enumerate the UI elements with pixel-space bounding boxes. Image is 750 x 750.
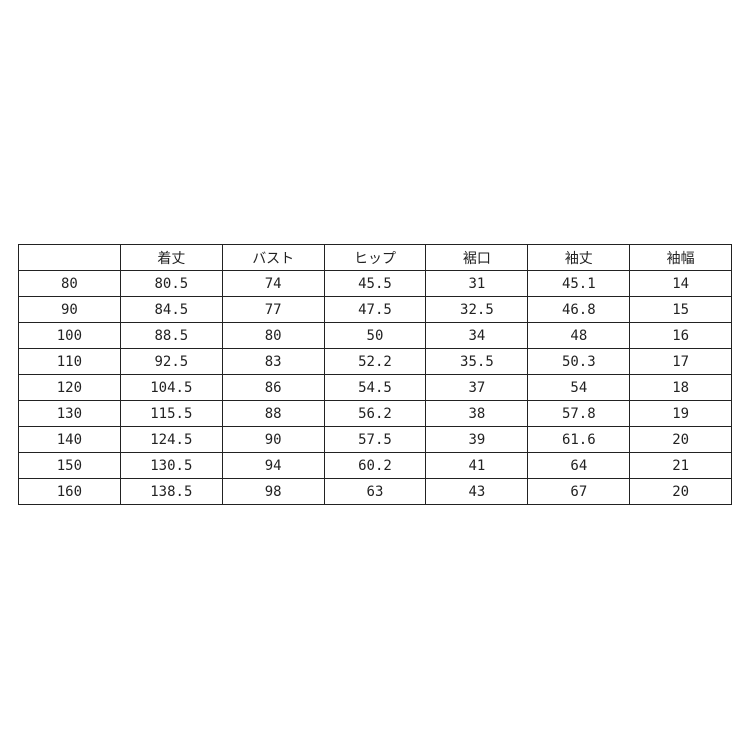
table-cell: 37 (425, 374, 529, 401)
table-cell: 45.5 (323, 270, 427, 297)
table-row: 130 115.5 88 56.2 38 57.8 19 (18, 400, 732, 427)
table-cell: 46.8 (527, 296, 631, 323)
table-cell: 14 (629, 270, 732, 297)
table-row: 80 80.5 74 45.5 31 45.1 14 (18, 270, 732, 297)
table-cell: 83 (221, 348, 325, 375)
table-cell: 74 (221, 270, 325, 297)
table-row: 140 124.5 90 57.5 39 61.6 20 (18, 426, 732, 453)
table-cell: 80 (221, 322, 325, 349)
table-cell: 16 (629, 322, 732, 349)
table-cell: 130.5 (119, 452, 223, 479)
table-cell: 57.8 (527, 400, 631, 427)
table-cell: 124.5 (119, 426, 223, 453)
header-cell: ヒップ (323, 244, 427, 271)
table-cell: 17 (629, 348, 732, 375)
header-cell: 袖幅 (629, 244, 732, 271)
table-cell: 90 (18, 296, 121, 323)
table-cell: 32.5 (425, 296, 529, 323)
table-cell: 140 (18, 426, 121, 453)
table-cell: 67 (527, 478, 631, 505)
table-cell: 138.5 (119, 478, 223, 505)
table-cell: 20 (629, 426, 732, 453)
table-cell: 120 (18, 374, 121, 401)
table-cell: 80.5 (119, 270, 223, 297)
table-cell: 19 (629, 400, 732, 427)
table-cell: 63 (323, 478, 427, 505)
table-cell: 77 (221, 296, 325, 323)
header-cell: 着丈 (119, 244, 223, 271)
table-cell: 61.6 (527, 426, 631, 453)
table-cell: 104.5 (119, 374, 223, 401)
table-cell: 115.5 (119, 400, 223, 427)
table-cell: 84.5 (119, 296, 223, 323)
table-cell: 18 (629, 374, 732, 401)
table-cell: 21 (629, 452, 732, 479)
table-cell: 20 (629, 478, 732, 505)
table-cell: 88 (221, 400, 325, 427)
table-cell: 15 (629, 296, 732, 323)
table-row: 150 130.5 94 60.2 41 64 21 (18, 452, 732, 479)
table-row: 100 88.5 80 50 34 48 16 (18, 322, 732, 349)
header-row: 着丈 バスト ヒップ 裾口 袖丈 袖幅 (18, 244, 732, 271)
table-cell: 47.5 (323, 296, 427, 323)
table-cell: 88.5 (119, 322, 223, 349)
table-cell: 160 (18, 478, 121, 505)
table-cell: 98 (221, 478, 325, 505)
header-cell: バスト (221, 244, 325, 271)
table-cell: 50.3 (527, 348, 631, 375)
table-cell: 130 (18, 400, 121, 427)
table-cell: 48 (527, 322, 631, 349)
table-row: 110 92.5 83 52.2 35.5 50.3 17 (18, 348, 732, 375)
table-cell: 60.2 (323, 452, 427, 479)
table-cell: 94 (221, 452, 325, 479)
table-cell: 41 (425, 452, 529, 479)
table-cell: 38 (425, 400, 529, 427)
table-cell: 56.2 (323, 400, 427, 427)
table-cell: 90 (221, 426, 325, 453)
table-cell: 92.5 (119, 348, 223, 375)
table-cell: 34 (425, 322, 529, 349)
table-cell: 35.5 (425, 348, 529, 375)
table-cell: 52.2 (323, 348, 427, 375)
table-row: 90 84.5 77 47.5 32.5 46.8 15 (18, 296, 732, 323)
table-cell: 45.1 (527, 270, 631, 297)
table-cell: 80 (18, 270, 121, 297)
table-cell: 31 (425, 270, 529, 297)
table-cell: 43 (425, 478, 529, 505)
table-row: 120 104.5 86 54.5 37 54 18 (18, 374, 732, 401)
table-cell: 64 (527, 452, 631, 479)
table-cell: 54 (527, 374, 631, 401)
table-cell: 86 (221, 374, 325, 401)
header-cell (18, 244, 121, 271)
table-cell: 150 (18, 452, 121, 479)
table-cell: 39 (425, 426, 529, 453)
table-cell: 54.5 (323, 374, 427, 401)
table-cell: 100 (18, 322, 121, 349)
header-cell: 袖丈 (527, 244, 631, 271)
table-cell: 50 (323, 322, 427, 349)
table-cell: 110 (18, 348, 121, 375)
size-table: 着丈 バスト ヒップ 裾口 袖丈 袖幅 80 80.5 74 45.5 31 45.1 14 90 84.5… (18, 244, 732, 505)
table-cell: 57.5 (323, 426, 427, 453)
table-row: 160 138.5 98 63 43 67 20 (18, 478, 732, 505)
header-cell: 裾口 (425, 244, 529, 271)
